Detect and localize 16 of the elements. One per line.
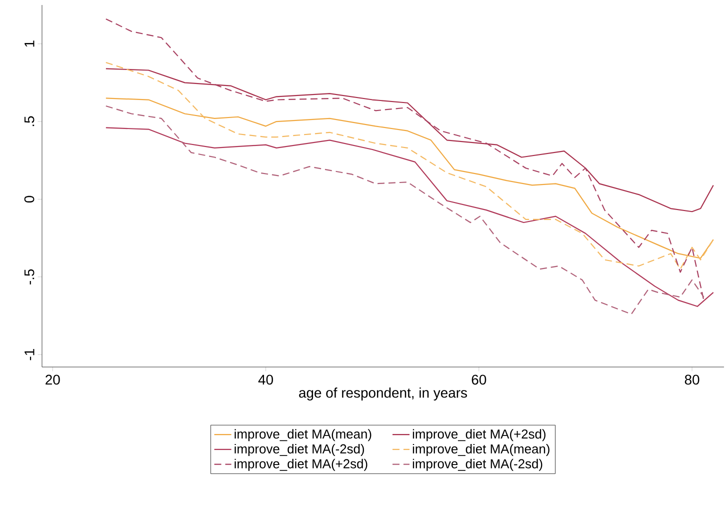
legend-label: improve_diet MA(+2sd): [412, 429, 546, 442]
x-axis-title: age of respondent, in years: [299, 388, 467, 400]
legend-label: improve_diet MA(+2sd): [234, 458, 368, 471]
y-tick-label: .5: [24, 116, 34, 126]
x-tick-label: 20: [46, 374, 60, 385]
x-tick-label: 40: [258, 374, 273, 385]
legend-label: improve_diet MA(mean): [412, 444, 550, 456]
y-tick-label: 1: [24, 40, 34, 47]
y-tick-label: -1: [24, 349, 34, 360]
y-tick-label: 0: [24, 196, 34, 203]
x-tick-label: 60: [472, 374, 486, 385]
x-tick-label: 80: [684, 374, 700, 385]
legend-label: improve_diet MA(-2sd): [234, 444, 364, 456]
legend-label: improve_diet MA(-2sd): [412, 458, 542, 471]
y-tick-label: -.5: [24, 269, 34, 284]
legend-label: improve_diet MA(mean): [234, 429, 372, 442]
